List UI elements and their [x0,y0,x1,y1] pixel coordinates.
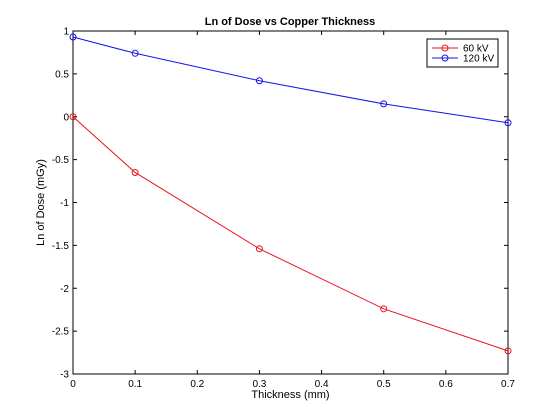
data-point-60-kv [131,168,139,176]
data-point-120-kv [131,49,139,57]
x-tick-label: 0.5 [377,379,391,390]
y-tick-label: -1.5 [52,241,70,252]
y-tick-label: -3 [60,370,69,381]
plot-area [72,30,509,375]
y-tick-label: -1 [60,198,69,209]
legend-label-120-kv: 120 kV [463,54,494,65]
y-tick-label: 0.5 [55,69,69,80]
y-axis-title: Ln of Dose (mGy) [35,159,47,246]
data-point-60-kv [380,305,388,313]
x-tick-label: 0.4 [315,379,329,390]
x-tick-label: 0.2 [190,379,204,390]
data-point-120-kv [380,100,388,108]
y-tick-label: -2.5 [52,327,70,338]
x-tick-label: 0 [70,379,76,390]
data-point-60-kv [504,347,512,355]
series-layer [69,33,512,355]
series-line-120-kv [72,36,509,124]
legend-box [426,38,499,68]
chart-title: Ln of Dose vs Copper Thickness [205,16,376,28]
x-tick-label: 0.6 [439,379,453,390]
y-tick-label: -2 [60,284,69,295]
x-axis-title: Thickness (mm) [251,389,329,401]
y-tick-label: 0 [63,112,69,123]
series-line-60-kv [72,116,509,352]
legend-label-60-kv: 60 kV [463,44,489,55]
data-point-120-kv [504,119,512,127]
x-tick-label: 0.1 [128,379,142,390]
data-point-60-kv [255,245,263,253]
axis-ticks: 0 0.1 0.2 0.3 0.4 0.5 0.6 0.7 -3 -2.5 -2 -1.5 -1 -0.5… [52,27,516,391]
x-tick-label: 0.3 [252,379,266,390]
data-point-120-kv [69,33,77,41]
x-tick-label: 0.7 [501,379,515,390]
y-tick-label: 1 [63,27,69,38]
data-point-120-kv [255,77,263,85]
data-point-60-kv [69,113,77,121]
legend-marker-120-kv [441,54,449,62]
legend-marker-60-kv [441,44,449,52]
y-tick-label: -0.5 [52,155,70,166]
